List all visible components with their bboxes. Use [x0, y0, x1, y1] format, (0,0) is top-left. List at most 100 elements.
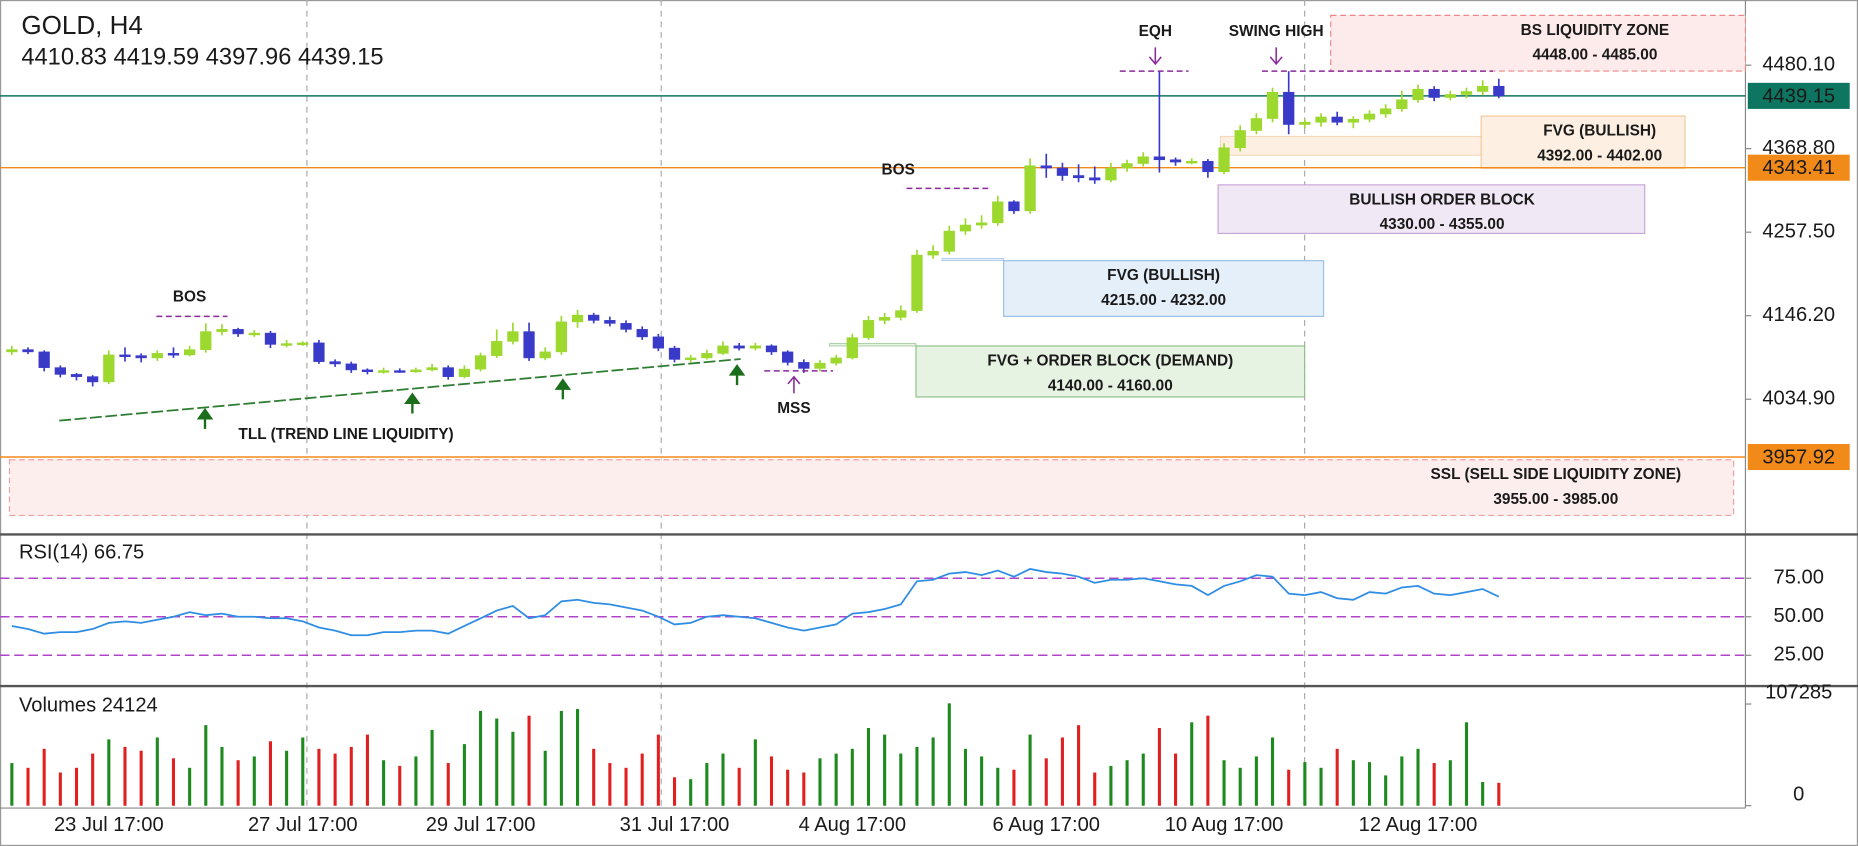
- annotation-label: BOS: [173, 288, 206, 305]
- price-tag: [1747, 443, 1850, 471]
- zone-box: [8, 459, 1735, 517]
- volume-bar: [10, 763, 14, 806]
- volume-bar: [1254, 756, 1258, 806]
- volume-bar: [640, 753, 644, 806]
- candle-body: [54, 367, 66, 375]
- rsi-line: [11, 568, 1500, 637]
- x-tick-label: 12 Aug 17:00: [1359, 814, 1478, 836]
- candle-body: [1460, 91, 1473, 95]
- zone-range: 3955.00 - 3985.00: [1493, 491, 1618, 508]
- candle-body: [1266, 91, 1279, 119]
- volume-bar: [1077, 725, 1081, 806]
- zone-box: [1330, 14, 1747, 72]
- zone-box: [1217, 184, 1646, 235]
- volume-bar: [1093, 772, 1097, 806]
- candle-body: [329, 361, 341, 365]
- zone-box: [1003, 260, 1325, 317]
- volume-bar: [1060, 737, 1064, 806]
- volume-bar: [1190, 722, 1194, 806]
- candle-body: [119, 354, 131, 357]
- volume-bar: [479, 710, 483, 806]
- candle-body: [474, 355, 487, 370]
- candle-body: [1105, 167, 1117, 181]
- price-tag-label: 4343.41: [1762, 157, 1835, 179]
- volume-bar: [462, 744, 466, 806]
- candle-body: [1024, 165, 1036, 212]
- zone-title: SSL (SELL SIDE LIQUIDITY ZONE): [1431, 466, 1682, 483]
- volume-bar: [1319, 767, 1323, 806]
- zone-title: FVG + ORDER BLOCK (DEMAND): [987, 352, 1233, 369]
- candle-body: [377, 370, 390, 373]
- volume-bar: [1028, 734, 1032, 806]
- volume-bar: [689, 779, 693, 806]
- candle-body: [975, 222, 988, 226]
- volume-bar: [204, 725, 208, 806]
- candle-body: [1202, 160, 1214, 173]
- x-tick-label: 6 Aug 17:00: [993, 814, 1100, 836]
- candle-body: [1218, 147, 1230, 173]
- zone-extension: [1220, 135, 1482, 156]
- volume-bar: [576, 709, 580, 806]
- volume-bar: [818, 758, 822, 806]
- volume-bar: [317, 748, 321, 806]
- volume-bar: [1481, 782, 1485, 806]
- y-tick-label: 75.00: [1774, 567, 1824, 589]
- candle-body: [22, 349, 34, 353]
- candle-body: [1347, 118, 1359, 123]
- volume-bar: [446, 763, 450, 806]
- candle-body: [1412, 88, 1424, 101]
- volume-bar: [996, 767, 1000, 806]
- volume-bar: [301, 737, 305, 806]
- volume-bar: [1125, 760, 1129, 806]
- y-tick-label: 107285: [1765, 682, 1832, 704]
- volume-bar: [592, 748, 596, 806]
- volume-bar: [624, 767, 628, 806]
- candle-body: [232, 329, 244, 335]
- volume-bar: [1303, 762, 1307, 806]
- y-tick-label: 4034.90: [1762, 388, 1835, 410]
- volume-bar: [737, 767, 741, 806]
- candle-body: [1493, 85, 1505, 97]
- trendline-liquidity: [59, 358, 741, 422]
- candle-body: [394, 370, 406, 373]
- candle-body: [1121, 163, 1133, 169]
- candle-body: [539, 351, 551, 359]
- candle-body: [959, 224, 972, 232]
- vertical-separators: [306, 0, 1306, 809]
- candle-body: [911, 254, 923, 311]
- ohlc-readout: 4410.83 4419.59 4397.96 4439.15: [21, 44, 383, 70]
- volume-bar: [1271, 737, 1275, 806]
- volume-bar: [608, 763, 612, 806]
- zone-range: 4330.00 - 4355.00: [1380, 216, 1505, 233]
- candle-body: [1428, 88, 1440, 98]
- x-tick-label: 31 Jul 17:00: [620, 814, 730, 836]
- candle-body: [814, 362, 826, 369]
- volume-bar: [430, 729, 434, 806]
- volume-bar: [414, 756, 418, 806]
- volume-bar: [850, 748, 854, 806]
- candle-body: [588, 314, 600, 321]
- volume-bar: [155, 737, 159, 806]
- volume-bar: [333, 753, 337, 806]
- candle-body: [620, 323, 632, 330]
- candle-body: [879, 317, 891, 321]
- candle-body: [733, 345, 745, 349]
- volume-bar: [963, 748, 967, 806]
- candle-body: [555, 321, 568, 353]
- candle-body: [1396, 99, 1408, 110]
- candle-body: [6, 349, 18, 353]
- volume-bar: [1174, 753, 1178, 806]
- y-tick-label: 4146.20: [1762, 304, 1835, 326]
- candle-body: [1477, 85, 1489, 92]
- volume-bar: [398, 765, 402, 806]
- volume-bar: [1157, 727, 1161, 806]
- candle-body: [846, 337, 858, 359]
- volume-bar: [171, 758, 176, 806]
- volume-bar: [980, 756, 984, 806]
- candle-body: [1072, 175, 1085, 179]
- plot-layer: BS LIQUIDITY ZONE 4448.00 - 4485.00 FVG (B…: [0, 14, 1850, 836]
- volume-bar: [58, 772, 62, 806]
- candle-body: [685, 357, 697, 360]
- y-tick-label: 4257.50: [1762, 221, 1835, 243]
